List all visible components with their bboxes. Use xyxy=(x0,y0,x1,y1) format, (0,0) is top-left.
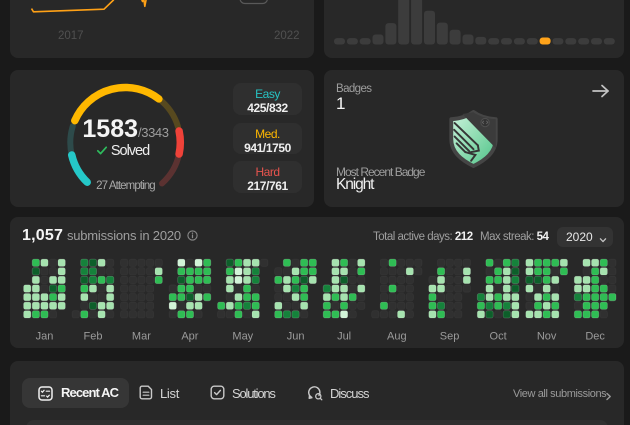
svg-text:Aug: Aug xyxy=(387,331,407,343)
svg-text:Oct: Oct xyxy=(490,331,507,343)
svg-text:Mar: Mar xyxy=(132,331,151,343)
svg-text:May: May xyxy=(232,331,253,343)
svg-text:Dec: Dec xyxy=(585,331,605,343)
svg-text:Sep: Sep xyxy=(440,331,460,343)
svg-text:Jul: Jul xyxy=(337,331,351,343)
svg-text:Jun: Jun xyxy=(287,331,305,343)
svg-text:Jan: Jan xyxy=(36,331,54,343)
svg-text:Nov: Nov xyxy=(537,331,557,343)
svg-text:Feb: Feb xyxy=(84,331,103,343)
svg-text:Apr: Apr xyxy=(181,331,198,343)
